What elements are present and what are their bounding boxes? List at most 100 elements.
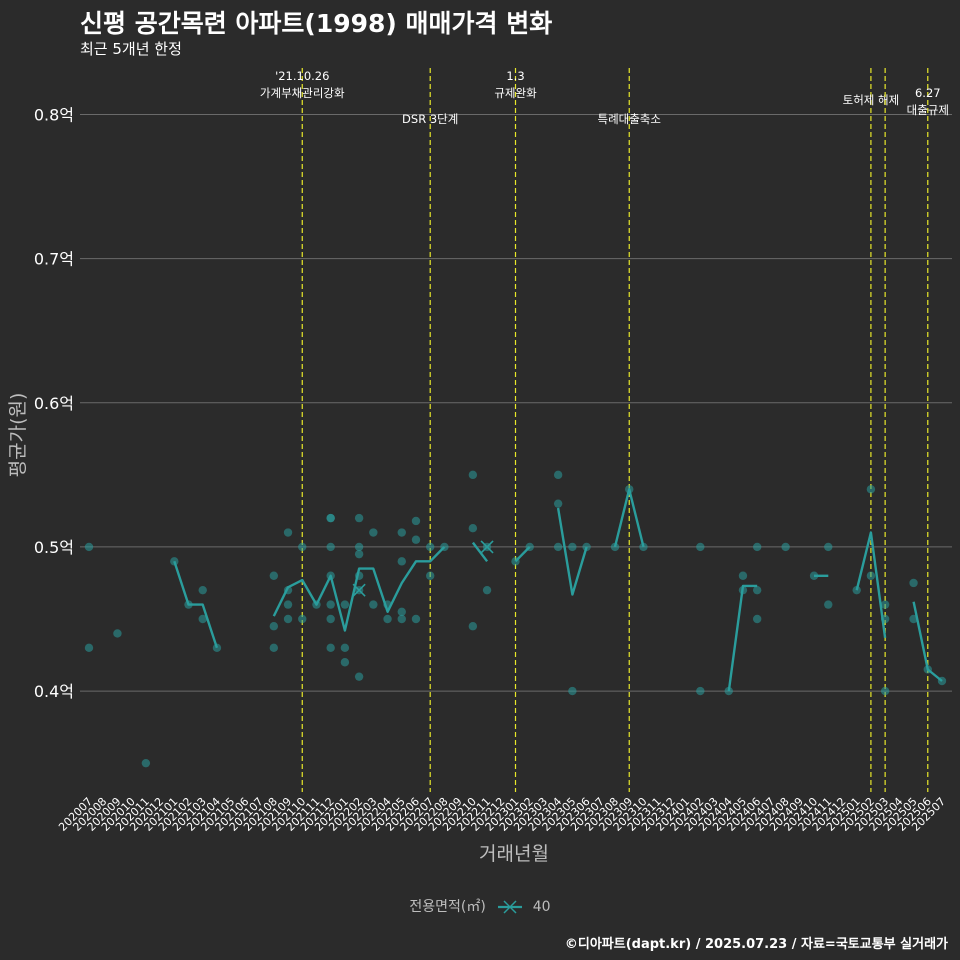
cross-stroke <box>480 540 494 554</box>
y-tick-label: 0.5억 <box>34 538 74 557</box>
series-line-40 <box>173 560 219 649</box>
data-point <box>411 535 421 544</box>
data-point <box>397 607 406 617</box>
legend: 전용면적(㎡) 40 <box>0 896 960 916</box>
data-point <box>354 672 364 681</box>
event-label: 가계부채관리강화 <box>260 86 345 100</box>
event-label: 1.3 <box>506 69 524 83</box>
data-point <box>909 614 918 624</box>
data-point <box>326 542 335 552</box>
data-point <box>852 585 861 595</box>
data-point <box>880 686 890 696</box>
data-point <box>354 571 364 580</box>
chart-title: 신평 공간목련 아파트(1998) 매매가격 변화 <box>80 9 553 38</box>
y-tick-label: 0.7억 <box>34 250 74 269</box>
data-point <box>397 528 406 537</box>
y-tick-label: 0.6억 <box>34 394 74 413</box>
data-point <box>269 643 279 653</box>
data-point <box>426 542 435 552</box>
data-point <box>809 571 819 580</box>
data-point <box>184 600 193 609</box>
data-point <box>84 643 94 653</box>
data-point <box>340 643 350 653</box>
data-point <box>923 665 932 674</box>
data-point <box>752 542 762 552</box>
data-point <box>866 485 876 494</box>
data-point <box>937 676 947 686</box>
data-point <box>752 585 762 595</box>
data-point <box>340 600 350 609</box>
y-tick-label: 0.4억 <box>34 682 74 701</box>
data-point <box>411 516 421 526</box>
data-point <box>411 614 421 624</box>
data-point <box>468 622 478 631</box>
data-point <box>553 499 563 508</box>
data-point <box>312 600 321 609</box>
series-line-40 <box>556 507 588 596</box>
legend-title: 전용면적(㎡) <box>409 899 486 915</box>
data-point <box>198 614 207 624</box>
data-point <box>553 542 563 552</box>
data-point <box>582 542 591 552</box>
data-point <box>369 528 378 537</box>
data-point <box>354 542 364 552</box>
event-label: 대출규제 <box>907 103 949 117</box>
data-point <box>752 614 762 624</box>
data-point <box>283 528 293 537</box>
data-point <box>326 513 335 523</box>
data-point <box>568 686 577 696</box>
event-label: 특례대출축소 <box>597 112 660 126</box>
data-point <box>511 557 520 566</box>
data-point <box>298 542 307 552</box>
data-point <box>696 686 705 696</box>
cross-stroke <box>352 583 366 597</box>
y-axis-title: 평균가(원) <box>7 393 29 478</box>
data-point <box>269 571 279 580</box>
data-point <box>326 571 335 580</box>
data-point <box>326 643 335 653</box>
data-point <box>326 600 335 609</box>
data-point <box>298 614 307 624</box>
chart-subtitle: 최근 5개년 한정 <box>80 40 182 58</box>
data-point <box>397 614 406 624</box>
data-point <box>397 557 406 566</box>
data-point <box>724 686 733 696</box>
data-point <box>326 614 335 624</box>
data-point <box>369 600 378 609</box>
cross-marker <box>352 583 366 597</box>
legend-key-icon <box>498 900 523 914</box>
event-label: DSR 3단계 <box>402 112 458 126</box>
data-point <box>383 614 392 624</box>
data-point <box>170 557 179 566</box>
data-point <box>909 578 918 588</box>
event-label: 규제완화 <box>494 86 537 100</box>
x-axis-title: 거래년월 <box>479 843 549 865</box>
data-point <box>383 600 392 609</box>
data-point <box>468 470 478 480</box>
data-point <box>625 485 634 494</box>
event-label: 6.27 <box>915 86 941 100</box>
y-tick-label: 0.8억 <box>34 105 74 124</box>
data-point <box>84 542 94 552</box>
data-point <box>738 585 748 595</box>
data-point <box>198 585 207 595</box>
data-point <box>440 542 449 552</box>
data-point <box>354 513 364 523</box>
data-point <box>696 542 705 552</box>
cross-marker <box>480 540 494 554</box>
data-point <box>568 542 577 552</box>
data-point <box>738 571 748 580</box>
data-point <box>141 758 151 768</box>
legend-label-40: 40 <box>532 899 551 915</box>
series-line-40 <box>272 546 446 632</box>
data-point <box>269 622 279 631</box>
series-line-40 <box>855 531 887 638</box>
data-point <box>880 614 890 624</box>
series-line-40 <box>727 584 758 692</box>
data-point <box>283 600 293 609</box>
data-point <box>354 549 364 559</box>
source-caption: ©디아파트(dapt.kr) / 2025.07.23 / 자료=국토교통부 실… <box>564 937 948 952</box>
data-point <box>866 571 876 580</box>
series-line-40 <box>471 541 489 563</box>
